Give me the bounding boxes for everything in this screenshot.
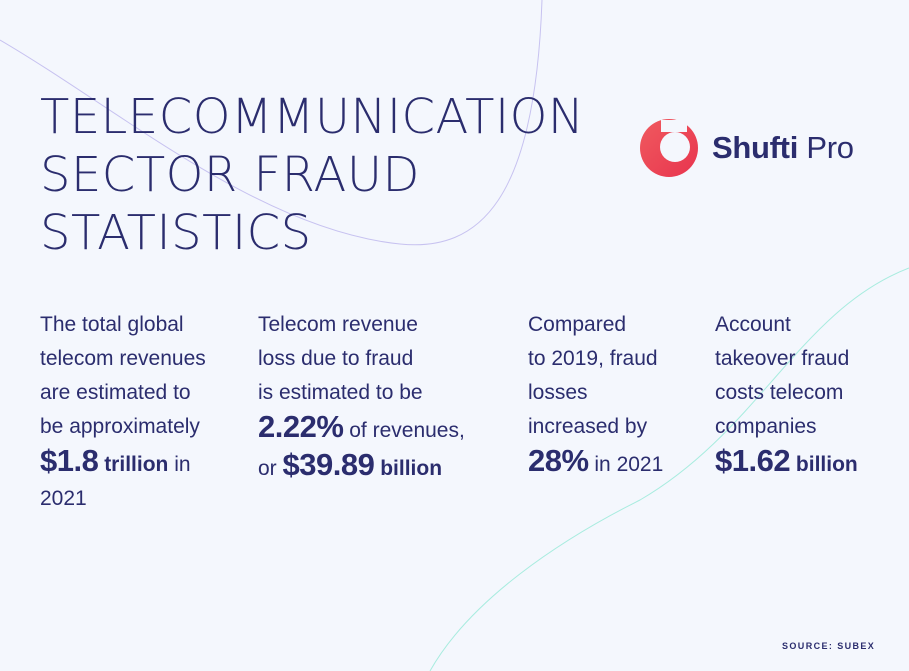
logo-wordmark: Shufti Pro	[712, 128, 854, 168]
stat-unit: billion	[380, 457, 443, 480]
stat-value: $1.8	[40, 443, 99, 478]
stat-text-line: telecom revenues	[40, 347, 206, 370]
stat-global-revenue: The total global telecom revenues are es…	[40, 308, 230, 516]
stat-text-line: Account	[715, 313, 791, 336]
stat-text-line: be approximately	[40, 415, 200, 438]
stat-suffix: in	[174, 453, 191, 476]
title-line-3: STATISTICS	[40, 205, 312, 261]
stat-value: $1.62	[715, 443, 791, 478]
logo-text-shufti: Shufti	[712, 130, 799, 165]
stat-text-line: losses	[528, 381, 588, 404]
stat-highlight-line: or $39.89 billion	[258, 448, 498, 486]
stat-value: 2.22%	[258, 409, 344, 444]
stat-text-line: costs telecom	[715, 381, 844, 404]
source-credit: SOURCE: SUBEX	[782, 641, 876, 651]
stat-fraud-increase: Compared to 2019, fraud losses increased…	[528, 308, 688, 482]
stat-unit: trillion	[104, 453, 169, 476]
stat-highlight-line: 28% in 2021	[528, 444, 688, 482]
stat-text-line: is estimated to be	[258, 381, 423, 404]
stat-fraud-loss: Telecom revenue loss due to fraud is est…	[258, 308, 498, 486]
stat-highlight-line: $1.62 billion	[715, 444, 895, 482]
title-line-1: TELECOMMUNICATION	[40, 89, 585, 145]
stat-text-line: Compared	[528, 313, 627, 336]
title-line-2: SECTOR FRAUD	[40, 147, 420, 203]
stat-text-line: 2021	[40, 487, 87, 510]
stat-text-line: increased by	[528, 415, 648, 438]
shufti-pro-mark-icon	[640, 119, 698, 177]
stat-text-line: companies	[715, 415, 817, 438]
stat-text-line: takeover fraud	[715, 347, 850, 370]
stat-text-line: are estimated to	[40, 381, 191, 404]
stat-text-line: to 2019, fraud	[528, 347, 658, 370]
stat-account-takeover: Account takeover fraud costs telecom com…	[715, 308, 895, 482]
stat-suffix: of revenues,	[349, 419, 465, 442]
stat-prefix: or	[258, 457, 277, 480]
logo-text-pro: Pro	[806, 130, 854, 165]
stat-suffix: in 2021	[594, 453, 664, 476]
stat-text-line: loss due to fraud	[258, 347, 414, 370]
stat-text-line: The total global	[40, 313, 184, 336]
stat-value-secondary: $39.89	[282, 447, 375, 482]
stat-highlight-line: $1.8 trillion in	[40, 444, 230, 482]
stat-text-line: Telecom revenue	[258, 313, 418, 336]
stat-value: 28%	[528, 443, 589, 478]
stat-unit: billion	[795, 453, 858, 476]
stat-highlight-line: 2.22% of revenues,	[258, 410, 498, 448]
page-title: TELECOMMUNICATION SECTOR FRAUD STATISTIC…	[40, 88, 584, 262]
shufti-pro-logo: Shufti Pro	[639, 116, 879, 180]
